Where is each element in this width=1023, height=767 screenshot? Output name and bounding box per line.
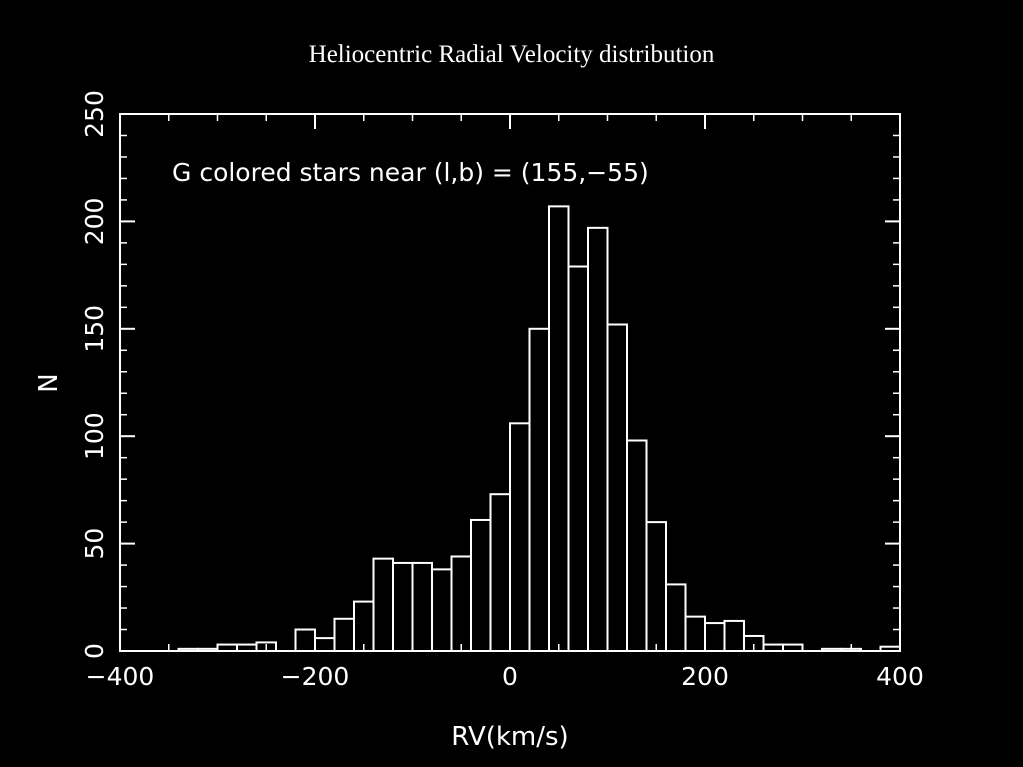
page-title: Heliocentric Radial Velocity distributio… (308, 41, 715, 68)
histogram-bar-13 (431, 568, 453, 652)
histogram-bars (177, 205, 901, 653)
chart-annotation: G colored stars near (l,b) = (155,−55) (172, 158, 649, 187)
histogram-bar-31 (782, 643, 804, 653)
histogram-bar-16 (489, 493, 511, 653)
x-tick-label: −200 (281, 662, 350, 691)
x-tick-label: −400 (86, 662, 155, 691)
histogram-bar-30 (762, 643, 784, 653)
axis-tick-labels: −400 −200 0 200 400 0 50 100 150 200 250 (80, 90, 924, 691)
histogram-bar-7 (314, 637, 336, 652)
histogram-bar-1 (197, 647, 219, 652)
y-tick-label: 250 (80, 90, 109, 138)
x-axis-label: RV(km/s) (451, 722, 568, 752)
histogram-bar-12 (411, 561, 433, 653)
histogram-bar-27 (704, 622, 726, 652)
histogram-bar-20 (567, 265, 589, 652)
histogram-bar-26 (684, 615, 706, 653)
histogram-bar-24 (645, 521, 667, 652)
histogram-bar-14 (450, 555, 472, 652)
histogram-bar-6 (294, 628, 316, 653)
y-tick-label: 100 (80, 412, 109, 460)
y-tick-label: 150 (80, 305, 109, 353)
y-tick-label: 0 (80, 643, 109, 659)
histogram-bar-9 (353, 600, 375, 653)
histogram-bar-17 (509, 422, 531, 653)
y-tick-label: 200 (80, 198, 109, 246)
histogram-bar-19 (548, 205, 570, 652)
histogram-bar-3 (236, 643, 258, 653)
histogram-bar-25 (665, 583, 687, 652)
x-tick-label: 0 (502, 662, 518, 691)
histogram-bar-33 (821, 647, 843, 652)
y-tick-label: 50 (80, 528, 109, 560)
histogram-bar-0 (177, 647, 199, 652)
histogram-bar-21 (587, 226, 609, 652)
histogram-bar-10 (372, 557, 394, 652)
histogram-bar-8 (333, 617, 355, 653)
histogram-bar-22 (606, 323, 628, 652)
histogram-bar-2 (216, 643, 238, 653)
histogram-bar-18 (528, 327, 550, 652)
histogram-bar-11 (392, 561, 414, 653)
x-tick-label: 400 (876, 662, 924, 691)
histogram-bar-23 (626, 439, 648, 652)
histogram-bar-15 (470, 518, 492, 652)
y-axis-label: N (34, 373, 64, 392)
histogram-bar-28 (723, 619, 745, 652)
x-tick-label: 200 (681, 662, 729, 691)
axis-ticks (119, 113, 901, 652)
